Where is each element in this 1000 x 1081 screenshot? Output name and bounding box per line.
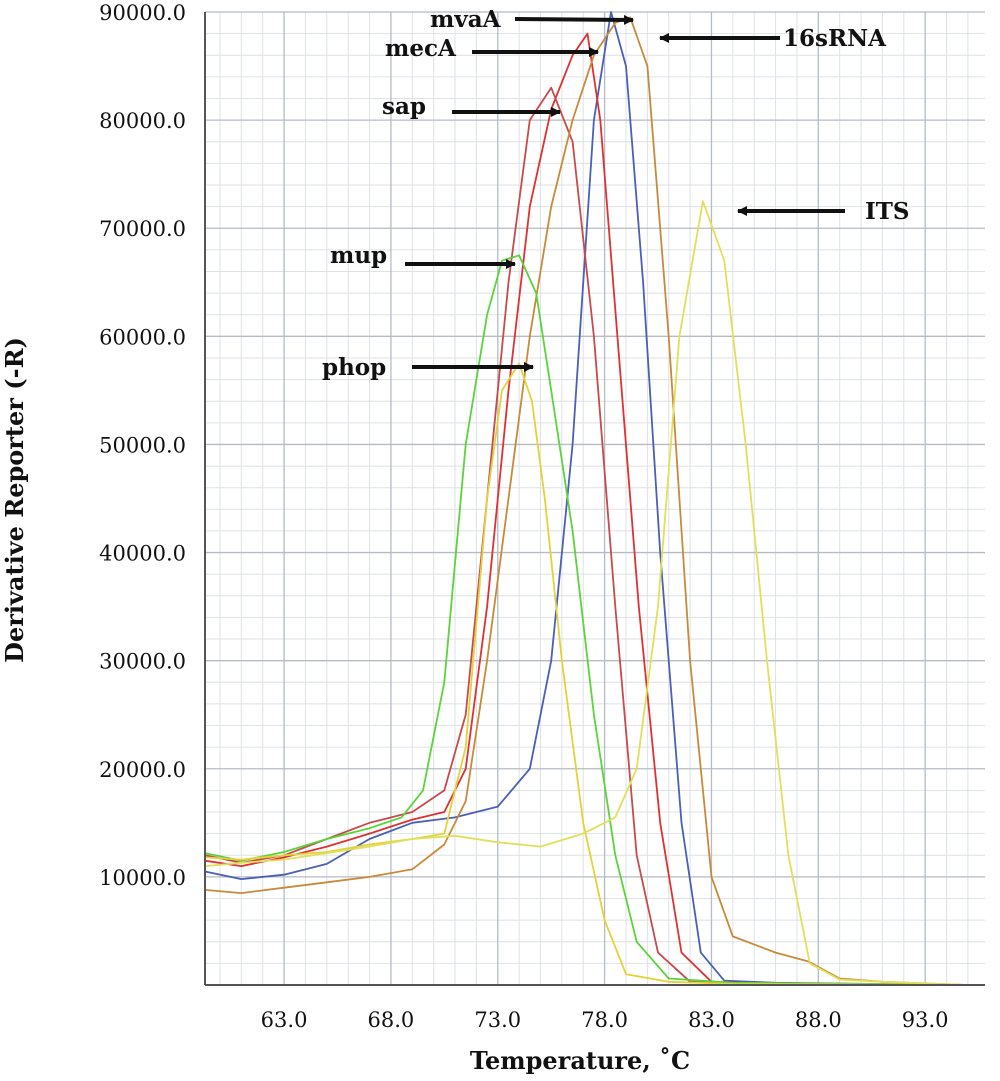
x-tick-label: 68.0: [368, 1008, 415, 1032]
series-line-meca: [204, 32, 968, 986]
y-tick-label: 40000.0: [99, 542, 186, 566]
x-tick-label: 63.0: [261, 1008, 308, 1032]
x-tick-label: 73.0: [474, 1008, 521, 1032]
x-tick-label: 83.0: [688, 1008, 735, 1032]
y-tick-label: 30000.0: [99, 650, 186, 674]
annotation-label-phop: phop: [322, 354, 386, 381]
x-tick-label: 78.0: [581, 1008, 628, 1032]
x-tick-label: 93.0: [902, 1008, 949, 1032]
series-line-16srna: [204, 16, 968, 986]
annotation-label-mup: mup: [330, 242, 387, 269]
series-line-mup: [204, 254, 968, 986]
y-tick-label: 50000.0: [99, 433, 186, 457]
y-tick-label: 70000.0: [99, 217, 186, 241]
y-tick-label: 60000.0: [99, 325, 186, 349]
annotation-label-mvaa: mvaA: [430, 6, 502, 33]
major-gridlines: [205, 11, 985, 986]
series-line-phop: [204, 362, 968, 986]
y-tick-label: 20000.0: [99, 758, 186, 782]
annotation-label-its: ITS: [865, 198, 909, 225]
annotation-label-meca: mecA: [385, 35, 457, 62]
y-tick-label: 10000.0: [99, 866, 186, 890]
y-tick-label: 90000.0: [99, 1, 186, 25]
tick-labels: 63.0 68.0 73.0 78.0 83.0 88.0 93.0 10000.0 20000…: [99, 1, 948, 1032]
axes: [204, 12, 985, 986]
annotation-label-sap: sap: [382, 93, 426, 120]
annotation-arrow-mvaa: [514, 14, 634, 25]
y-tick-label: 80000.0: [99, 109, 186, 133]
y-axis-title: Derivative Reporter (-R): [0, 337, 29, 663]
series-line-its: [204, 200, 968, 986]
x-tick-label: 88.0: [795, 1008, 842, 1032]
series-lines: [204, 11, 968, 986]
series-line-mvaa: [204, 11, 968, 986]
annotation-label-16srna: 16sRNA: [783, 25, 887, 52]
minor-gridlines: [205, 12, 985, 985]
x-axis-title: Temperature, ˚C: [470, 1046, 690, 1075]
